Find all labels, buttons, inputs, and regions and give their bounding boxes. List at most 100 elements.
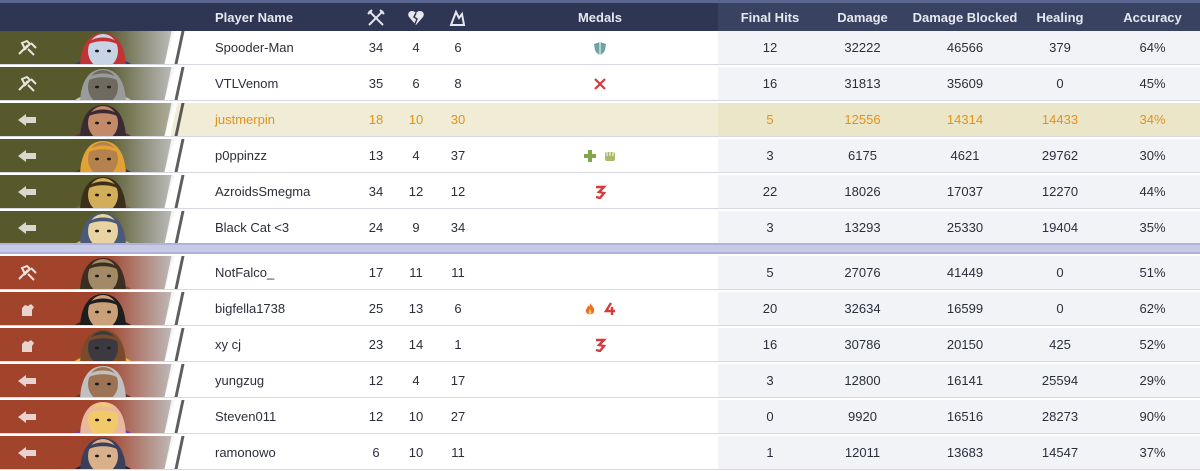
hero-portrait <box>0 31 185 64</box>
damage-value: 6175 <box>848 148 877 163</box>
medals-cell <box>540 31 660 64</box>
assists-value: 6 <box>454 40 462 55</box>
hero-portrait <box>0 175 185 208</box>
player-row-yungzug[interactable]: yungzug 12 4 17 3 12800 16141 25594 29% <box>0 364 1200 398</box>
hero-avatar <box>74 366 132 397</box>
damage-blocked-value: 20150 <box>946 337 984 352</box>
shield-medal-icon <box>594 41 606 55</box>
assists-value: 11 <box>451 265 465 280</box>
healing-value: 14547 <box>1041 445 1079 460</box>
strategist-icon <box>18 375 36 387</box>
kills-value: 17 <box>368 265 384 280</box>
accuracy-value: 52% <box>1139 337 1166 352</box>
player-row-ramonowo[interactable]: ramonowo 6 10 11 1 12011 13683 14547 37% <box>0 436 1200 470</box>
streak-4-medal-icon <box>603 301 615 315</box>
hero-avatar <box>74 402 132 433</box>
final-hits-value: 3 <box>766 373 774 388</box>
damage-blocked-value: 4621 <box>950 148 980 163</box>
accuracy-value: 51% <box>1139 265 1166 280</box>
final-hits-value: 5 <box>766 112 774 127</box>
healing-value: 12270 <box>1041 184 1079 199</box>
player-name[interactable]: AzroidsSmegma <box>215 184 311 199</box>
strategist-icon <box>18 114 36 126</box>
player-row-p0ppinzz[interactable]: p0ppinzz 13 4 37 3 6175 4621 29762 30% <box>0 139 1200 173</box>
damage-value: 12556 <box>844 112 881 127</box>
final-hits-value: 5 <box>766 265 774 280</box>
damage-blocked-value: 16516 <box>946 409 984 424</box>
header-final-hits: Final Hits <box>740 10 800 25</box>
hero-portrait <box>0 139 185 172</box>
hero-portrait <box>0 103 185 136</box>
damage-value: 32634 <box>844 301 881 316</box>
player-name[interactable]: ramonowo <box>215 445 276 460</box>
player-row-steven011[interactable]: Steven011 12 10 27 0 9920 16516 28273 90… <box>0 400 1200 434</box>
healing-value: 14433 <box>1041 112 1079 127</box>
accuracy-value: 37% <box>1139 445 1166 460</box>
hero-avatar <box>74 438 132 469</box>
accuracy-value: 35% <box>1139 220 1166 235</box>
medals-cell <box>540 364 660 397</box>
hero-avatar <box>74 294 132 325</box>
player-row-black-cat-3[interactable]: Black Cat <3 24 9 34 3 13293 25330 19404… <box>0 211 1200 245</box>
medals-cell <box>540 256 660 289</box>
player-row-spooder-man[interactable]: Spooder-Man 34 4 6 12 32222 46566 379 64… <box>0 31 1200 65</box>
player-name[interactable]: yungzug <box>215 373 265 388</box>
assists-value: 11 <box>451 445 465 460</box>
player-name[interactable]: p0ppinzz <box>215 148 268 163</box>
player-row-azroidssmegma[interactable]: AzroidsSmegma 34 12 12 22 18026 17037 12… <box>0 175 1200 209</box>
final-hits-value: 12 <box>762 40 778 55</box>
player-name[interactable]: bigfella1738 <box>215 301 286 316</box>
final-hits-value: 0 <box>766 409 774 424</box>
kills-value: 18 <box>368 112 384 127</box>
vanguard-icon <box>18 75 37 92</box>
medals-cell <box>540 436 660 469</box>
hero-portrait <box>0 328 185 361</box>
assists-value: 27 <box>450 409 466 424</box>
medals-cell <box>540 211 660 244</box>
team-divider <box>0 243 1200 254</box>
streak-3-medal-icon <box>595 185 607 199</box>
header-damage-blocked: Damage Blocked <box>912 10 1018 25</box>
hero-avatar <box>74 177 132 208</box>
accuracy-value: 44% <box>1139 184 1166 199</box>
player-row-vtlvenom[interactable]: VTLVenom 35 6 8 16 31813 35609 0 45% <box>0 67 1200 101</box>
medals-cell <box>540 328 660 361</box>
player-row-justmerpin[interactable]: justmerpin 18 10 30 5 12556 14314 14433 … <box>0 103 1200 137</box>
hero-portrait <box>0 256 185 289</box>
header-medals: Medals <box>577 10 623 25</box>
kills-value: 34 <box>368 184 384 199</box>
hero-avatar <box>74 69 132 100</box>
hero-portrait <box>0 211 185 244</box>
player-name[interactable]: NotFalco_ <box>215 265 275 280</box>
player-name[interactable]: xy cj <box>215 337 241 352</box>
healing-value: 25594 <box>1041 373 1079 388</box>
hero-portrait <box>0 364 185 397</box>
healing-value: 28273 <box>1041 409 1079 424</box>
hero-avatar <box>74 330 132 361</box>
healing-value: 0 <box>1056 265 1064 280</box>
assists-value: 17 <box>450 373 466 388</box>
damage-blocked-value: 16141 <box>946 373 984 388</box>
hero-avatar <box>74 213 132 244</box>
player-row-notfalco[interactable]: NotFalco_ 17 11 11 5 27076 41449 0 51% <box>0 256 1200 290</box>
deaths-value: 10 <box>408 112 424 127</box>
player-name[interactable]: Steven011 <box>215 409 277 424</box>
healing-value: 0 <box>1056 301 1064 316</box>
player-row-bigfella1738[interactable]: bigfella1738 25 13 6 20 32634 16599 0 62… <box>0 292 1200 326</box>
player-name[interactable]: Spooder-Man <box>215 40 294 55</box>
strategist-icon <box>18 447 36 459</box>
final-hits-value: 22 <box>762 184 778 199</box>
crossed-swords-medal-icon <box>594 77 606 90</box>
damage-value: 30786 <box>844 337 881 352</box>
player-row-xy-cj[interactable]: xy cj 23 14 1 16 30786 20150 425 52% <box>0 328 1200 362</box>
player-name[interactable]: justmerpin <box>215 112 275 127</box>
damage-blocked-value: 41449 <box>946 265 984 280</box>
healing-value: 379 <box>1049 40 1071 55</box>
hero-portrait <box>0 436 185 469</box>
hero-portrait <box>0 400 185 433</box>
damage-value: 12800 <box>844 373 881 388</box>
player-name[interactable]: VTLVenom <box>215 76 279 91</box>
player-name[interactable]: Black Cat <3 <box>215 220 290 235</box>
damage-blocked-value: 35609 <box>946 76 984 91</box>
